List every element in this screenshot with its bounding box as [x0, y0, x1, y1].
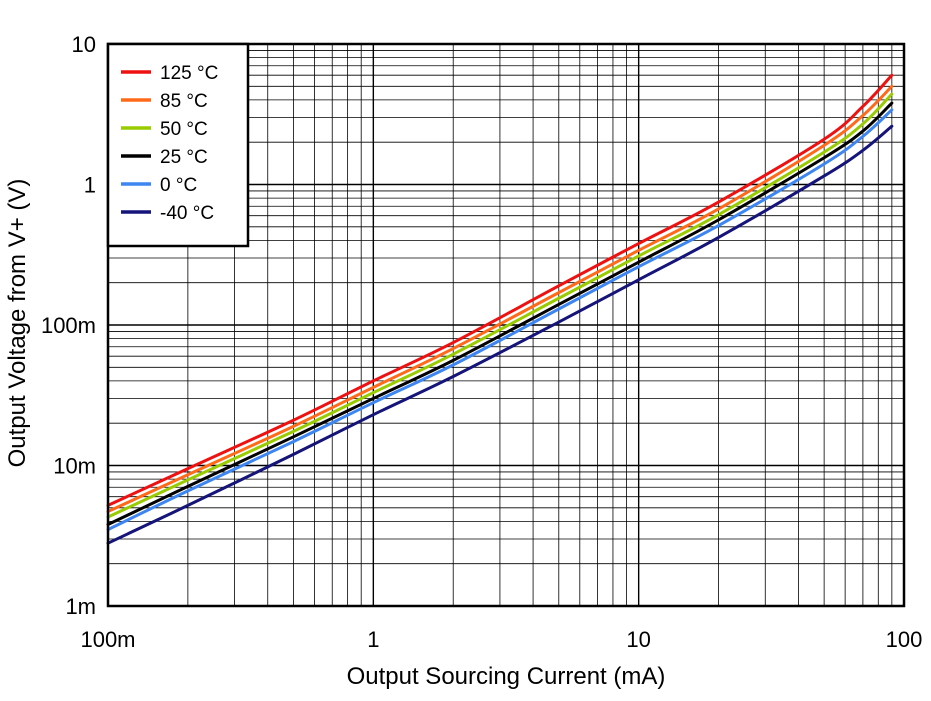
x-tick-labels: 100m 1 10 100 — [80, 627, 922, 652]
x-axis-label: Output Sourcing Current (mA) — [347, 663, 666, 690]
legend-label: 25 °C — [160, 147, 208, 168]
series-lines — [106, 73, 894, 545]
x-tick-label: 1 — [367, 627, 379, 652]
plot-frame — [106, 42, 906, 608]
series-line-3 — [106, 101, 894, 527]
legend-label: 50 °C — [160, 119, 208, 140]
legend-label: -40 °C — [160, 203, 214, 224]
series-line-0 — [106, 73, 894, 507]
y-tick-label: 10m — [53, 454, 96, 479]
x-tick-label: 100m — [80, 627, 135, 652]
series-line-5 — [106, 124, 894, 545]
series-line-4 — [106, 108, 894, 532]
y-tick-label: 1 — [84, 173, 96, 198]
legend: 125 °C 85 °C 50 °C 25 °C 0 °C -40 °C — [106, 42, 250, 248]
legend-label: 85 °C — [160, 91, 208, 112]
legend-label: 125 °C — [160, 63, 218, 84]
series-line-2 — [106, 92, 894, 519]
series-line-1 — [106, 84, 894, 514]
x-tick-label: 10 — [626, 627, 650, 652]
y-axis-label: Output Voltage from V+ (V) — [4, 179, 31, 468]
legend-label: 0 °C — [160, 175, 197, 196]
y-tick-label: 1m — [65, 594, 96, 619]
x-tick-label: 100 — [886, 627, 923, 652]
y-tick-label: 100m — [41, 313, 96, 338]
y-tick-labels: 1m 10m 100m 1 10 — [41, 32, 96, 619]
y-tick-label: 10 — [72, 32, 96, 57]
